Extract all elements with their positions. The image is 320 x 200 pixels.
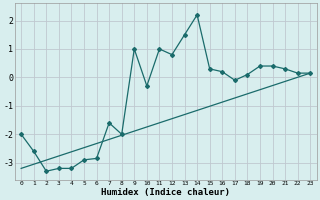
X-axis label: Humidex (Indice chaleur): Humidex (Indice chaleur): [101, 188, 230, 197]
